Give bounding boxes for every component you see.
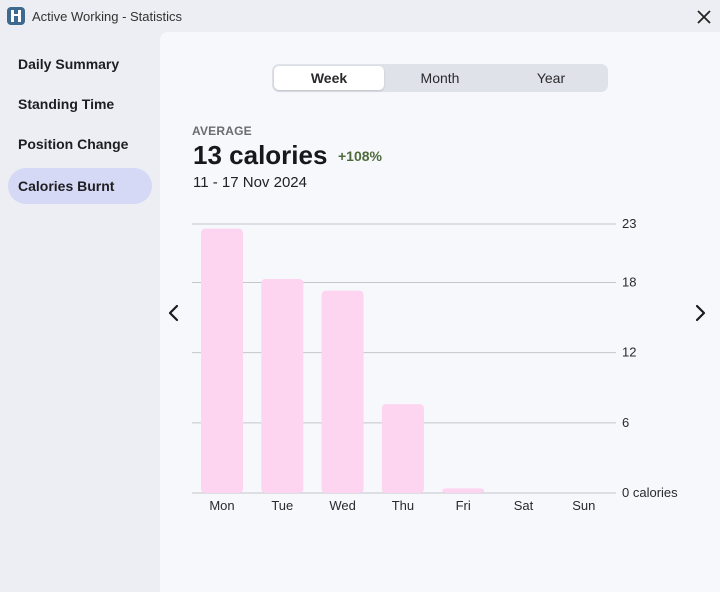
y-tick-label: 12 bbox=[622, 345, 636, 360]
bar-mon[interactable] bbox=[201, 228, 243, 493]
bar-thu[interactable] bbox=[381, 404, 424, 493]
close-button[interactable] bbox=[694, 7, 714, 27]
bar-wed[interactable] bbox=[321, 290, 364, 493]
y-tick-label: 0 calories bbox=[622, 485, 678, 500]
change-badge: +108% bbox=[338, 148, 382, 164]
average-value: 13 calories bbox=[193, 140, 328, 170]
sidebar-item-calories-burnt[interactable]: Calories Burnt bbox=[8, 168, 152, 204]
period-selector: Week Month Year bbox=[272, 64, 608, 92]
x-tick-label: Mon bbox=[209, 498, 234, 513]
tab-month[interactable]: Month bbox=[420, 70, 460, 86]
sidebar-item-daily-summary[interactable]: Daily Summary bbox=[8, 46, 152, 82]
tab-week[interactable]: Week bbox=[274, 66, 384, 90]
y-tick-label: 18 bbox=[622, 274, 636, 289]
sidebar-item-standing-time[interactable]: Standing Time bbox=[8, 86, 152, 122]
sidebar-item-label: Daily Summary bbox=[18, 56, 120, 72]
x-tick-label: Sat bbox=[514, 498, 534, 513]
date-range: 11 - 17 Nov 2024 bbox=[193, 174, 307, 191]
sidebar: Daily Summary Standing Time Position Cha… bbox=[0, 32, 160, 592]
previous-period-button[interactable] bbox=[164, 301, 184, 325]
main-panel: Week Month Year AVERAGE 13 calories +108… bbox=[160, 32, 720, 592]
calories-bar-chart: 0 calories 6 12 18 23 Mon Tue Wed Thu Fri Sat Sun bbox=[192, 216, 678, 513]
chevron-right-icon bbox=[695, 304, 706, 322]
x-tick-label: Wed bbox=[329, 498, 356, 513]
tab-year[interactable]: Year bbox=[536, 70, 566, 86]
x-tick-label: Thu bbox=[392, 498, 414, 513]
window-title: Active Working - Statistics bbox=[32, 9, 183, 24]
sidebar-item-label: Calories Burnt bbox=[18, 178, 115, 194]
x-tick-label: Sun bbox=[572, 498, 595, 513]
x-tick-label: Fri bbox=[456, 498, 471, 513]
average-label: AVERAGE bbox=[192, 124, 252, 138]
bar-tue[interactable] bbox=[261, 278, 304, 493]
sidebar-item-label: Standing Time bbox=[18, 96, 115, 112]
sidebar-item-label: Position Change bbox=[18, 136, 129, 152]
y-tick-label: 6 bbox=[622, 415, 629, 430]
bar-fri[interactable] bbox=[442, 488, 485, 493]
title-bar: Active Working - Statistics bbox=[0, 0, 720, 32]
sidebar-item-position-change[interactable]: Position Change bbox=[8, 126, 152, 162]
x-tick-label: Tue bbox=[271, 498, 293, 513]
next-period-button[interactable] bbox=[690, 301, 710, 325]
app-logo-icon bbox=[7, 7, 25, 25]
y-tick-label: 23 bbox=[622, 216, 636, 231]
close-icon bbox=[697, 10, 711, 24]
chevron-left-icon bbox=[168, 304, 179, 322]
